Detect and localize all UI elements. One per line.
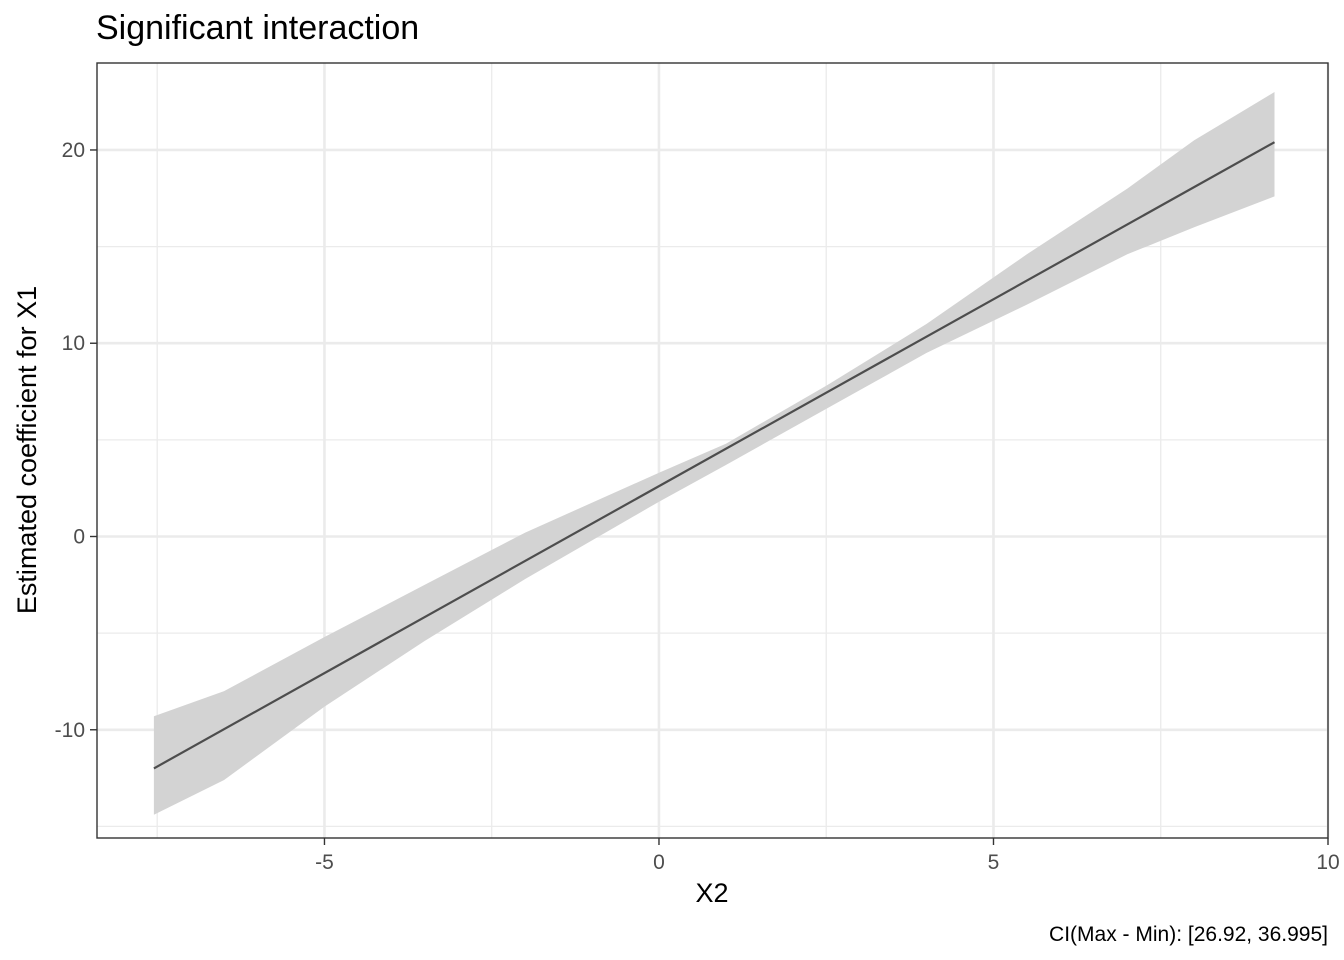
ci-caption: CI(Max - Min): [26.92, 36.995] — [1049, 923, 1328, 946]
confidence-band — [153, 92, 1275, 815]
y-tick-label: 20 — [62, 139, 85, 162]
x-axis-title: X2 — [695, 878, 728, 908]
axes: -5 0 5 10 -10 0 10 20 — [55, 139, 1340, 874]
x-tick-label: 5 — [988, 851, 1000, 874]
x-tick-label: 0 — [653, 851, 665, 874]
chart-title: Significant interaction — [96, 9, 419, 47]
y-tick-label: 0 — [73, 526, 85, 549]
y-axis-title: Estimated coefficient for X1 — [12, 286, 42, 614]
y-tick-label: -10 — [55, 719, 85, 742]
x-tick-label: 10 — [1316, 851, 1339, 874]
x-tick-label: -5 — [315, 851, 334, 874]
y-tick-label: 10 — [62, 332, 85, 355]
panel-border — [96, 62, 1329, 839]
fit-line — [153, 141, 1276, 770]
